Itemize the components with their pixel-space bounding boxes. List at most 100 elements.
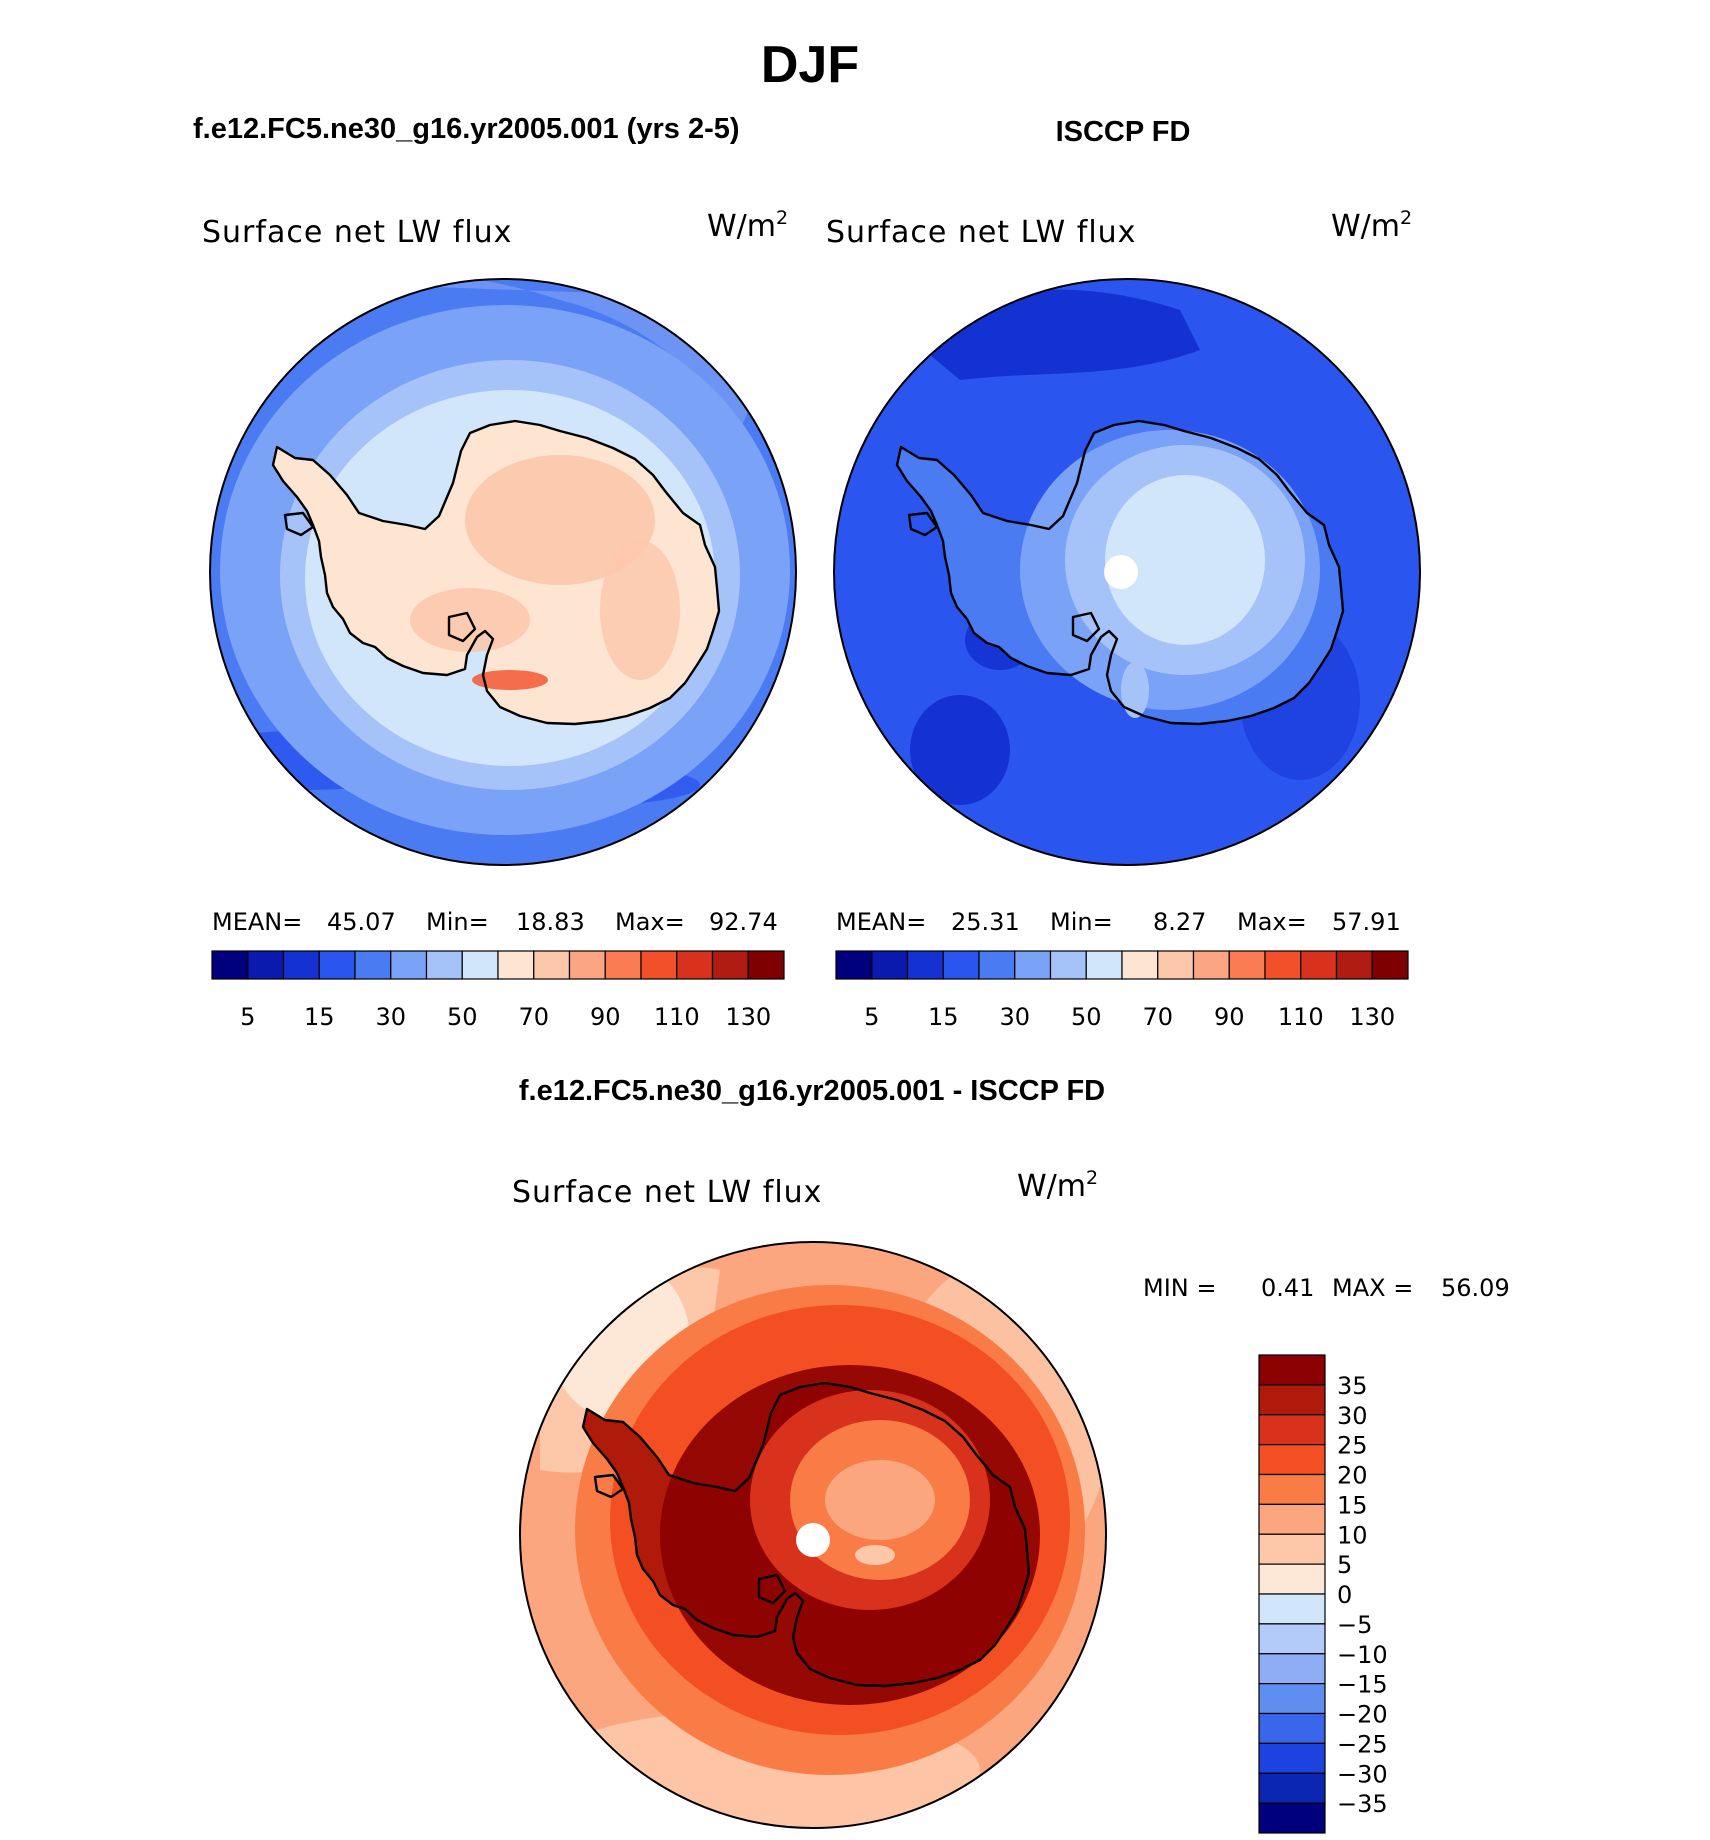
model-colorbar-swatch	[497, 950, 535, 980]
obs-colorbar-swatch	[1049, 950, 1087, 980]
model-colorbar-tick-label: 15	[304, 1003, 335, 1031]
obs-colorbar-swatch	[1157, 950, 1195, 980]
svg-text:Max=: Max=	[615, 908, 685, 936]
model-colorbar-swatch	[747, 950, 785, 980]
diff-colorbar-swatch	[1258, 1623, 1326, 1655]
diff-colorbar-tick-label: −30	[1337, 1760, 1388, 1788]
obs-colorbar-tick-label: 5	[864, 1003, 879, 1031]
diff-colorbar-tick-label: 35	[1337, 1372, 1368, 1400]
obs-colorbar-swatch	[1085, 950, 1123, 980]
obs-colorbar-swatch	[1014, 950, 1052, 980]
svg-text:Max=: Max=	[1237, 908, 1307, 936]
model-colorbar-tick-label: 130	[725, 1003, 771, 1031]
svg-text:MIN =: MIN =	[1143, 1274, 1216, 1302]
model-colorbar-swatch	[533, 950, 571, 980]
model-colorbar-swatch	[282, 950, 320, 980]
obs-colorbar-swatch	[835, 950, 873, 980]
obs-colorbar-swatch	[978, 950, 1016, 980]
obs-colorbar-swatch	[1192, 950, 1230, 980]
obs-colorbar-swatch	[906, 950, 944, 980]
diff-colorbar-tick-label: 5	[1337, 1551, 1352, 1579]
model-stats: MEAN= 45.07 Min= 18.83 Max= 92.74	[212, 908, 778, 936]
diff-colorbar-tick-label: 0	[1337, 1581, 1352, 1609]
model-colorbar-swatch	[568, 950, 606, 980]
season-title: DJF	[761, 36, 859, 94]
diff-map	[520, 1242, 1106, 1828]
obs-colorbar-swatch	[871, 950, 909, 980]
obs-colorbar-tick-label: 130	[1349, 1003, 1395, 1031]
diff-colorbar-tick-label: 30	[1337, 1402, 1368, 1430]
diff-colorbar-tick-label: 15	[1337, 1491, 1368, 1519]
model-colorbar-tick-label: 30	[375, 1003, 406, 1031]
svg-text:MEAN=: MEAN=	[212, 908, 302, 936]
obs-colorbar-tick-label: 15	[928, 1003, 959, 1031]
diff-panel-title: f.e12.FC5.ne30_g16.yr2005.001 - ISCCP FD	[519, 1075, 1105, 1107]
diff-colorbar-swatch	[1258, 1772, 1326, 1804]
diff-colorbar-swatch	[1258, 1414, 1326, 1446]
svg-text:56.09: 56.09	[1441, 1274, 1510, 1302]
obs-colorbar-swatch	[1300, 950, 1338, 980]
model-colorbar-swatch	[247, 950, 285, 980]
obs-colorbar-tick-label: 70	[1142, 1003, 1173, 1031]
svg-text:MEAN=: MEAN=	[836, 908, 926, 936]
svg-text:25.31: 25.31	[951, 908, 1020, 936]
svg-text:18.83: 18.83	[516, 908, 585, 936]
obs-stats: MEAN= 25.31 Min= 8.27 Max= 57.91	[836, 908, 1401, 936]
diff-colorbar-swatch	[1258, 1802, 1326, 1834]
model-colorbar-tick-label: 70	[518, 1003, 549, 1031]
diff-colorbar-swatch	[1258, 1683, 1326, 1715]
model-colorbar-swatch	[318, 950, 356, 980]
svg-text:MAX =: MAX =	[1332, 1274, 1413, 1302]
model-map-boundary	[209, 278, 797, 866]
diff-colorbar-tick-label: 25	[1337, 1432, 1368, 1460]
svg-text:57.91: 57.91	[1332, 908, 1401, 936]
model-colorbar-tick-label: 90	[590, 1003, 621, 1031]
svg-text:0.41: 0.41	[1261, 1274, 1314, 1302]
obs-units-label: W/m2	[1331, 207, 1412, 244]
model-map	[210, 279, 796, 865]
model-panel-title: f.e12.FC5.ne30_g16.yr2005.001 (yrs 2-5)	[193, 113, 740, 145]
diff-colorbar	[1258, 1354, 1326, 1834]
model-colorbar-swatch	[461, 950, 499, 980]
model-colorbar-swatch	[676, 950, 714, 980]
obs-colorbar	[835, 950, 1409, 980]
diff-colorbar-tick-label: −15	[1337, 1671, 1388, 1699]
obs-colorbar-ticks: 5 15 30 50 70 90 110 130	[864, 1003, 1395, 1031]
model-colorbar-swatch	[425, 950, 463, 980]
model-colorbar-swatch	[604, 950, 642, 980]
obs-colorbar-swatch	[1335, 950, 1373, 980]
model-colorbar	[211, 950, 785, 980]
diff-colorbar-swatch	[1258, 1354, 1326, 1386]
obs-colorbar-tick-label: 30	[999, 1003, 1030, 1031]
obs-map	[834, 279, 1420, 865]
diff-colorbar-tick-label: −10	[1337, 1641, 1388, 1669]
diff-colorbar-tick-label: −20	[1337, 1701, 1388, 1729]
obs-colorbar-swatch	[1228, 950, 1266, 980]
model-colorbar-swatch	[711, 950, 749, 980]
model-colorbar-tick-label: 50	[447, 1003, 478, 1031]
diff-colorbar-tick-label: −25	[1337, 1730, 1388, 1758]
diff-colorbar-swatch	[1258, 1563, 1326, 1595]
diff-colorbar-swatch	[1258, 1593, 1326, 1625]
model-colorbar-swatch	[354, 950, 392, 980]
obs-colorbar-swatch	[1264, 950, 1302, 980]
diff-colorbar-swatch	[1258, 1653, 1326, 1685]
diff-colorbar-swatch	[1258, 1473, 1326, 1505]
diff-colorbar-swatch	[1258, 1533, 1326, 1565]
diff-colorbar-swatch	[1258, 1742, 1326, 1774]
obs-variable-label: Surface net LW flux	[826, 215, 1136, 250]
obs-colorbar-tick-label: 50	[1071, 1003, 1102, 1031]
diff-colorbar-tick-label: 20	[1337, 1462, 1368, 1490]
model-colorbar-swatch	[211, 950, 249, 980]
svg-text:92.74: 92.74	[709, 908, 778, 936]
diff-colorbar-tick-label: 10	[1337, 1521, 1368, 1549]
obs-colorbar-swatch	[942, 950, 980, 980]
model-colorbar-tick-label: 110	[654, 1003, 700, 1031]
obs-colorbar-tick-label: 90	[1214, 1003, 1245, 1031]
svg-text:8.27: 8.27	[1153, 908, 1206, 936]
model-colorbar-swatch	[640, 950, 678, 980]
model-variable-label: Surface net LW flux	[202, 215, 512, 250]
svg-text:45.07: 45.07	[327, 908, 396, 936]
diff-colorbar-swatch	[1258, 1503, 1326, 1535]
